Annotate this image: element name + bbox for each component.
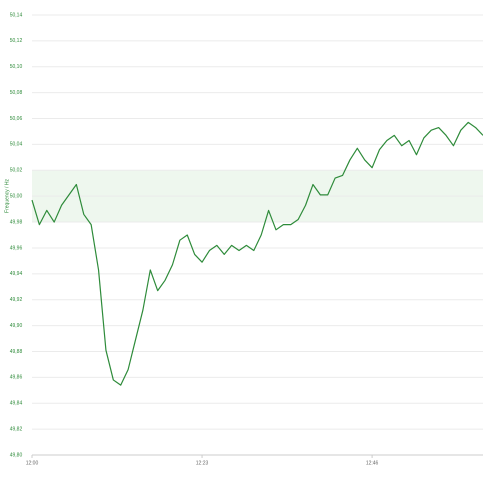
y-tick-label: 49,92	[10, 297, 23, 303]
y-tick-label: 50,14	[10, 12, 23, 18]
y-tick-label: 49,82	[10, 426, 23, 432]
x-tick-label: 12:23	[196, 460, 209, 466]
y-tick-label: 49,88	[10, 349, 23, 355]
y-tick-label: 49,84	[10, 401, 23, 407]
y-tick-label: 50,12	[10, 38, 23, 44]
line-series	[31, 121, 483, 386]
y-tick-label: 50,08	[10, 90, 23, 96]
y-tick-label: 50,00	[10, 194, 23, 200]
y-tick-label: 50,06	[10, 116, 23, 122]
y-tick-label: 49,86	[10, 375, 23, 381]
x-tick-label: 12:00	[26, 460, 39, 466]
y-tick-label: 49,94	[10, 271, 23, 277]
y-tick-label: 50,04	[10, 142, 23, 148]
y-tick-label: 50,02	[10, 168, 23, 174]
x-tick-label: 12:46	[366, 460, 379, 466]
y-tick-label: 49,90	[10, 323, 23, 329]
y-tick-label: 49,80	[10, 452, 23, 458]
y-tick-label: 50,10	[10, 64, 23, 70]
y-tick-label: 49,96	[10, 245, 23, 251]
y-axis-label: Frequency / Hz	[4, 179, 10, 213]
y-tick-label: 49,98	[10, 219, 23, 225]
